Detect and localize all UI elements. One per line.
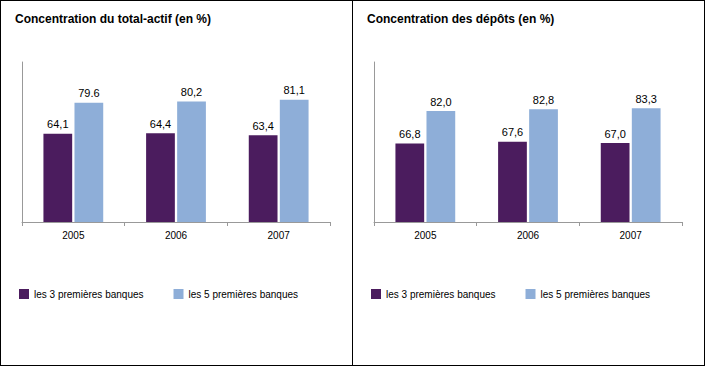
- svg-text:82,0: 82,0: [430, 96, 451, 108]
- svg-text:les 5 premières banques: les 5 premières banques: [189, 289, 299, 300]
- svg-text:les 3 premières banques: les 3 premières banques: [386, 289, 496, 300]
- svg-text:83,3: 83,3: [635, 93, 656, 105]
- svg-text:les 3 premières banques: les 3 premières banques: [34, 289, 144, 300]
- svg-text:82,8: 82,8: [533, 94, 554, 106]
- svg-text:67,0: 67,0: [604, 128, 625, 140]
- svg-text:63,4: 63,4: [252, 120, 273, 132]
- svg-text:66,8: 66,8: [399, 128, 420, 140]
- svg-text:64,4: 64,4: [150, 118, 171, 130]
- svg-text:2006: 2006: [165, 230, 188, 241]
- svg-text:les 5 premières banques: les 5 premières banques: [541, 289, 651, 300]
- svg-text:81,1: 81,1: [283, 84, 304, 96]
- svg-text:80,2: 80,2: [181, 86, 202, 98]
- svg-text:2005: 2005: [414, 230, 437, 241]
- svg-text:64,1: 64,1: [47, 118, 68, 130]
- svg-text:Concentration des dépôts (en %: Concentration des dépôts (en %): [367, 12, 554, 26]
- svg-text:2007: 2007: [620, 230, 643, 241]
- svg-text:67,6: 67,6: [502, 126, 523, 138]
- svg-text:2005: 2005: [62, 230, 85, 241]
- svg-text:2006: 2006: [517, 230, 540, 241]
- svg-text:2007: 2007: [268, 230, 291, 241]
- svg-text:79.6: 79.6: [78, 87, 99, 99]
- svg-text:Concentration du total-actif (: Concentration du total-actif (en %): [15, 12, 211, 26]
